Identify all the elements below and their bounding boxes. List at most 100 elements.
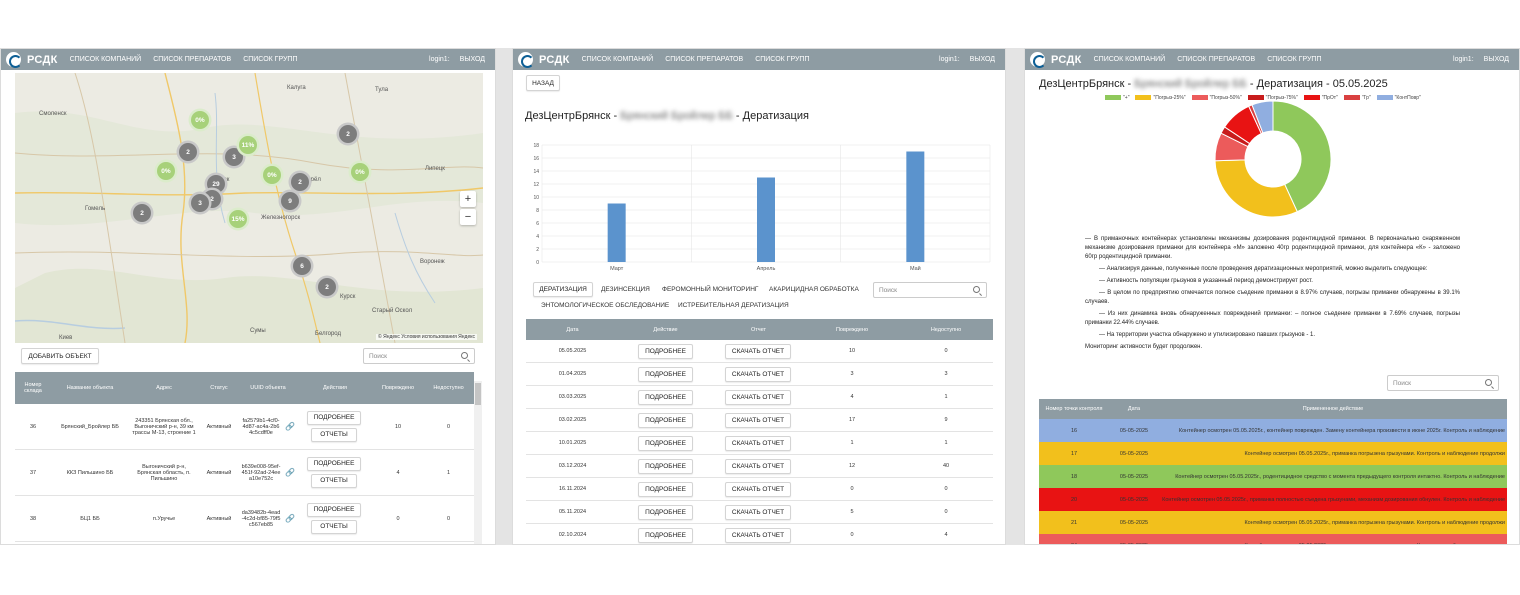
nav-drugs[interactable]: СПИСОК ПРЕПАРАТОВ bbox=[665, 56, 744, 63]
details-button[interactable]: ПОДРОБНЕЕ bbox=[638, 458, 693, 474]
map-cluster-marker[interactable]: 29 bbox=[207, 175, 225, 193]
table-row[interactable]: 18 05-05-2025 Контейнер осмотрен 05.05.2… bbox=[1039, 465, 1507, 488]
table-row[interactable]: 36 Брянский_Бройлер ББ 243351 Брянская о… bbox=[15, 404, 474, 450]
link-icon[interactable]: 🔗 bbox=[285, 468, 295, 477]
details-button[interactable]: ПОДРОБНЕЕ bbox=[307, 456, 361, 471]
col-header[interactable]: Действия bbox=[322, 385, 348, 391]
download-report-button[interactable]: СКАЧАТЬ ОТЧЕТ bbox=[725, 435, 791, 451]
col-header[interactable]: Название объекта bbox=[66, 385, 114, 391]
brand[interactable]: РСДК bbox=[1051, 53, 1082, 66]
legend-item[interactable]: "КонтПовр" bbox=[1376, 95, 1421, 101]
nav-companies[interactable]: СПИСОК КОМПАНИЙ bbox=[69, 56, 142, 63]
logo-icon[interactable] bbox=[518, 52, 534, 68]
col-header[interactable]: Статус bbox=[210, 385, 228, 391]
map-cluster-marker[interactable]: 3 bbox=[191, 194, 209, 212]
logout-link[interactable]: ВЫХОД bbox=[1483, 56, 1509, 63]
table-row[interactable]: 16 05-05-2025 Контейнер осмотрен 05.05.2… bbox=[1039, 419, 1507, 442]
reports-button[interactable]: ОТЧЕТЫ bbox=[311, 519, 357, 534]
download-report-button[interactable]: СКАЧАТЬ ОТЧЕТ bbox=[725, 527, 791, 543]
table-row[interactable]: 03.02.2025 ПОДРОБНЕЕ СКАЧАТЬ ОТЧЕТ 17 9 bbox=[526, 409, 993, 432]
tab-entomological-survey[interactable]: ЭНТОМОЛОГИЧЕСКОЕ ОБСЛЕДОВАНИЕ bbox=[541, 302, 670, 309]
table-row[interactable]: 20 05-05-2025 Контейнер осмотрен 05.05.2… bbox=[1039, 488, 1507, 511]
tab-extermination-deratization[interactable]: ИСТРЕБИТЕЛЬНАЯ ДЕРАТИЗАЦИЯ bbox=[678, 302, 789, 309]
map-cluster-marker[interactable]: 2 bbox=[339, 125, 357, 143]
table-row[interactable]: 24 05-05-2025 Контейнер осмотрен 05.05.2… bbox=[1039, 534, 1507, 544]
download-report-button[interactable]: СКАЧАТЬ ОТЧЕТ bbox=[725, 458, 791, 474]
map-cluster-marker[interactable]: 3 bbox=[225, 148, 243, 166]
table-row[interactable]: 05.05.2025 ПОДРОБНЕЕ СКАЧАТЬ ОТЧЕТ 10 0 bbox=[526, 340, 993, 363]
zoom-in-button[interactable]: + bbox=[460, 191, 476, 207]
table-row[interactable]: 37 ККЗ Пильшино ББ Выгоничский р-н, Брян… bbox=[15, 450, 474, 496]
logout-link[interactable]: ВЫХОД bbox=[459, 56, 485, 63]
col-header[interactable]: Дата bbox=[1127, 406, 1141, 412]
map-cluster-marker[interactable]: 6 bbox=[293, 257, 311, 275]
download-report-button[interactable]: СКАЧАТЬ ОТЧЕТ bbox=[725, 366, 791, 382]
col-header[interactable]: Недоступно bbox=[433, 385, 464, 391]
tab-acaricide-treatment[interactable]: АКАРИЦИДНАЯ ОБРАБОТКА bbox=[769, 286, 859, 293]
bar[interactable] bbox=[757, 177, 775, 263]
map-cluster-marker[interactable]: 0% bbox=[191, 111, 209, 129]
map-copyright[interactable]: © Яндекс Условия использования Яндекс bbox=[376, 334, 477, 340]
table-row[interactable]: 16.11.2024 ПОДРОБНЕЕ СКАЧАТЬ ОТЧЕТ 0 0 bbox=[526, 478, 993, 501]
table-row[interactable]: 03.03.2025 ПОДРОБНЕЕ СКАЧАТЬ ОТЧЕТ 4 1 bbox=[526, 386, 993, 409]
legend-item[interactable]: "ПрОт" bbox=[1303, 95, 1338, 101]
brand[interactable]: РСДК bbox=[27, 53, 58, 66]
scrollbar-thumb[interactable] bbox=[475, 383, 481, 405]
table-row[interactable]: 02.10.2024 ПОДРОБНЕЕ СКАЧАТЬ ОТЧЕТ 0 4 bbox=[526, 524, 993, 544]
table-row[interactable]: 10.01.2025 ПОДРОБНЕЕ СКАЧАТЬ ОТЧЕТ 1 1 bbox=[526, 432, 993, 455]
legend-item[interactable]: "Погрыз-75%" bbox=[1247, 95, 1298, 101]
map-cluster-marker[interactable]: 9 bbox=[281, 192, 299, 210]
bar[interactable] bbox=[906, 151, 925, 263]
tab-disinsection[interactable]: ДЕЗИНСЕКЦИЯ bbox=[601, 286, 650, 293]
logout-link[interactable]: ВЫХОД bbox=[969, 56, 995, 63]
download-report-button[interactable]: СКАЧАТЬ ОТЧЕТ bbox=[725, 389, 791, 405]
details-button[interactable]: ПОДРОБНЕЕ bbox=[638, 435, 693, 451]
details-button[interactable]: ПОДРОБНЕЕ bbox=[638, 389, 693, 405]
col-header[interactable]: Действие bbox=[653, 326, 678, 333]
table-row[interactable]: 17 05-05-2025 Контейнер осмотрен 05.05.2… bbox=[1039, 442, 1507, 465]
pie-slice[interactable] bbox=[1214, 159, 1298, 218]
nav-companies[interactable]: СПИСОК КОМПАНИЙ bbox=[581, 56, 654, 63]
col-header[interactable]: Номер точки контроля bbox=[1045, 406, 1103, 412]
map-cluster-marker[interactable]: 0% bbox=[157, 162, 175, 180]
details-button[interactable]: ПОДРОБНЕЕ bbox=[307, 502, 361, 517]
table-row[interactable]: 05.11.2024 ПОДРОБНЕЕ СКАЧАТЬ ОТЧЕТ 5 0 bbox=[526, 501, 993, 524]
download-report-button[interactable]: СКАЧАТЬ ОТЧЕТ bbox=[725, 481, 791, 497]
pie-slice[interactable] bbox=[1272, 101, 1332, 213]
map-cluster-marker[interactable]: 11% bbox=[239, 136, 257, 154]
nav-groups[interactable]: СПИСОК ГРУПП bbox=[243, 56, 298, 63]
map-cluster-marker[interactable]: 0% bbox=[351, 163, 369, 181]
zoom-out-button[interactable]: − bbox=[460, 209, 476, 225]
legend-item[interactable]: "Погрыз-50%" bbox=[1191, 95, 1242, 101]
details-button[interactable]: ПОДРОБНЕЕ bbox=[638, 343, 693, 359]
table-scrollbar[interactable] bbox=[474, 381, 482, 544]
legend-item[interactable]: "+" bbox=[1105, 95, 1129, 101]
details-button[interactable]: ПОДРОБНЕЕ bbox=[638, 504, 693, 520]
col-header[interactable]: Недоступно bbox=[930, 326, 962, 333]
col-header[interactable]: Повреждено bbox=[381, 385, 415, 391]
details-button[interactable]: ПОДРОБНЕЕ bbox=[638, 527, 693, 543]
nav-groups[interactable]: СПИСОК ГРУПП bbox=[755, 56, 810, 63]
table-row[interactable]: 21 05-05-2025 Контейнер осмотрен 05.05.2… bbox=[1039, 511, 1507, 534]
nav-drugs[interactable]: СПИСОК ПРЕПАРАТОВ bbox=[153, 56, 232, 63]
add-object-button[interactable]: ДОБАВИТЬ ОБЪЕКТ bbox=[21, 348, 99, 364]
table-row[interactable]: 38 БЦ1 ББ п.Уручье Активный da39482b-4ea… bbox=[15, 496, 474, 542]
nav-groups[interactable]: СПИСОК ГРУПП bbox=[1267, 56, 1322, 63]
reports-button[interactable]: ОТЧЕТЫ bbox=[311, 427, 357, 442]
nav-companies[interactable]: СПИСОК КОМПАНИЙ bbox=[1093, 56, 1166, 63]
search-input[interactable]: Поиск bbox=[1387, 375, 1499, 391]
logo-icon[interactable] bbox=[6, 52, 22, 68]
col-header[interactable]: Адрес bbox=[156, 385, 172, 391]
map-cluster-marker[interactable]: 2 bbox=[318, 278, 336, 296]
link-icon[interactable]: 🔗 bbox=[285, 514, 295, 523]
details-button[interactable]: ПОДРОБНЕЕ bbox=[638, 481, 693, 497]
pie-slice[interactable] bbox=[1251, 101, 1274, 134]
bar[interactable] bbox=[607, 203, 626, 263]
details-button[interactable]: ПОДРОБНЕЕ bbox=[638, 412, 693, 428]
map[interactable]: Гомель Брянск Калуга Орёл Курск Тула Сум… bbox=[15, 73, 483, 343]
col-header[interactable]: UUID объекта bbox=[250, 385, 286, 391]
brand[interactable]: РСДК bbox=[539, 53, 570, 66]
legend-item[interactable]: "Гр" bbox=[1343, 95, 1371, 101]
map-cluster-marker[interactable]: 2 bbox=[179, 143, 197, 161]
details-button[interactable]: ПОДРОБНЕЕ bbox=[638, 366, 693, 382]
